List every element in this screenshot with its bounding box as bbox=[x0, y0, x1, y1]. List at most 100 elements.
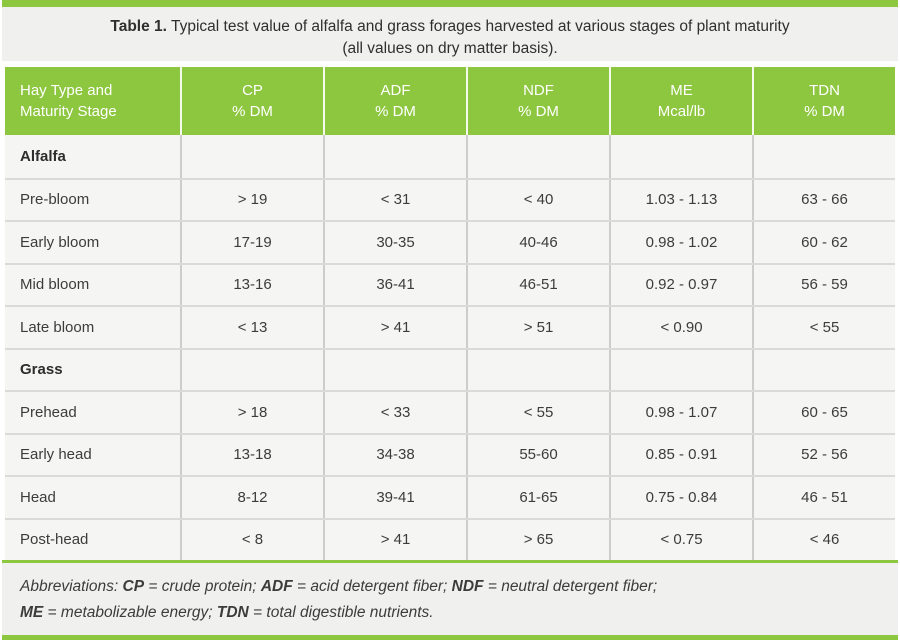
cp-cell bbox=[180, 135, 323, 178]
stage-cell: Early head bbox=[20, 446, 92, 464]
ndf-cell bbox=[466, 349, 609, 390]
header-line: CP bbox=[242, 82, 263, 99]
header-cp: CP % DM bbox=[180, 67, 323, 135]
stage-cell: Head bbox=[20, 488, 56, 506]
adf-cell bbox=[323, 349, 466, 390]
stage-cell: Pre-bloom bbox=[20, 191, 90, 209]
ndf-cell: 61-65 bbox=[466, 477, 609, 518]
row-head: Head 8-12 39-41 61-65 0.75 - 0.84 46 - 5… bbox=[5, 475, 895, 518]
me-cell bbox=[609, 349, 752, 390]
row-prehead: Prehead > 18 < 33 < 55 0.98 - 1.07 60 - … bbox=[5, 390, 895, 433]
note-abbr-adf: ADF bbox=[260, 578, 293, 595]
row-early-head: Early head 13-18 34-38 55-60 0.85 - 0.91… bbox=[5, 432, 895, 475]
ndf-cell: 40-46 bbox=[466, 222, 609, 263]
me-cell: 0.98 - 1.02 bbox=[609, 222, 752, 263]
header-line: Mcal/lb bbox=[657, 103, 706, 120]
caption-subtitle: (all values on dry matter basis). bbox=[342, 40, 558, 57]
section-row-grass: Grass bbox=[5, 347, 895, 390]
adf-cell: 36-41 bbox=[323, 264, 466, 305]
adf-cell: 30-35 bbox=[323, 222, 466, 263]
header-me: ME Mcal/lb bbox=[609, 67, 752, 135]
row-late-bloom: Late bloom < 13 > 41 > 51 < 0.90 < 55 bbox=[5, 305, 895, 348]
ndf-cell: > 65 bbox=[466, 519, 609, 560]
adf-cell: < 31 bbox=[323, 179, 466, 220]
adf-cell: 39-41 bbox=[323, 477, 466, 518]
stage-cell: Late bloom bbox=[20, 318, 95, 336]
tdn-cell: 46 - 51 bbox=[752, 477, 895, 518]
ndf-cell: > 51 bbox=[466, 307, 609, 348]
me-cell: 1.03 - 1.13 bbox=[609, 179, 752, 220]
me-cell: < 0.90 bbox=[609, 307, 752, 348]
forage-values-table: Hay Type and Maturity Stage CP % DM ADF … bbox=[5, 67, 895, 560]
me-cell: 0.98 - 1.07 bbox=[609, 392, 752, 433]
abbreviations-line1: Abbreviations: CP = crude protein; ADF =… bbox=[20, 574, 878, 600]
header-line: TDN bbox=[809, 82, 840, 99]
header-line: % DM bbox=[232, 103, 273, 120]
me-cell bbox=[609, 135, 752, 178]
row-pre-bloom: Pre-bloom > 19 < 31 < 40 1.03 - 1.13 63 … bbox=[5, 177, 895, 220]
tdn-cell: 60 - 62 bbox=[752, 222, 895, 263]
me-cell: 0.85 - 0.91 bbox=[609, 434, 752, 475]
note-text: = acid detergent fiber; bbox=[292, 578, 452, 595]
ndf-cell: 46-51 bbox=[466, 264, 609, 305]
tdn-cell bbox=[752, 135, 895, 178]
cp-cell: < 8 bbox=[180, 519, 323, 560]
ndf-cell: < 40 bbox=[466, 179, 609, 220]
header-line: % DM bbox=[375, 103, 416, 120]
header-adf: ADF % DM bbox=[323, 67, 466, 135]
header-line: Hay Type and bbox=[20, 82, 113, 99]
me-cell: 0.92 - 0.97 bbox=[609, 264, 752, 305]
abbreviations-note: Abbreviations: CP = crude protein; ADF =… bbox=[2, 563, 898, 635]
top-accent-bar bbox=[2, 0, 898, 7]
row-mid-bloom: Mid bloom 13-16 36-41 46-51 0.92 - 0.97 … bbox=[5, 262, 895, 305]
table-caption: Table 1. Typical test value of alfalfa a… bbox=[2, 7, 898, 61]
note-text: = metabolizable energy; bbox=[43, 604, 217, 621]
stage-cell: Alfalfa bbox=[20, 147, 66, 165]
ndf-cell: 55-60 bbox=[466, 434, 609, 475]
tdn-cell: 60 - 65 bbox=[752, 392, 895, 433]
adf-cell: 34-38 bbox=[323, 434, 466, 475]
caption-line1: Table 1. Typical test value of alfalfa a… bbox=[2, 16, 898, 38]
bottom-accent-bar bbox=[2, 635, 898, 640]
cp-cell: 8-12 bbox=[180, 477, 323, 518]
note-abbr-ndf: NDF bbox=[451, 578, 484, 595]
header-line: NDF bbox=[523, 82, 554, 99]
cp-cell: > 18 bbox=[180, 392, 323, 433]
ndf-cell bbox=[466, 135, 609, 178]
stage-cell: Early bloom bbox=[20, 233, 100, 251]
note-text: = total digestible nutrients. bbox=[248, 604, 434, 621]
stage-cell: Grass bbox=[20, 361, 63, 379]
caption-table-number: Table 1. bbox=[110, 18, 167, 35]
tdn-cell: < 55 bbox=[752, 307, 895, 348]
header-line: ME bbox=[670, 82, 693, 99]
divider-accent-bar bbox=[2, 560, 898, 563]
tdn-cell: < 46 bbox=[752, 519, 895, 560]
header-line: % DM bbox=[804, 103, 845, 120]
me-cell: 0.75 - 0.84 bbox=[609, 477, 752, 518]
abbreviations-line2: ME = metabolizable energy; TDN = total d… bbox=[20, 600, 878, 626]
adf-cell: < 33 bbox=[323, 392, 466, 433]
cp-cell: < 13 bbox=[180, 307, 323, 348]
note-abbr-me: ME bbox=[20, 604, 44, 621]
cp-cell: 13-16 bbox=[180, 264, 323, 305]
ndf-cell: < 55 bbox=[466, 392, 609, 433]
note-text: = crude protein; bbox=[144, 578, 261, 595]
header-line: ADF bbox=[380, 82, 411, 99]
tdn-cell: 63 - 66 bbox=[752, 179, 895, 220]
table-header-row: Hay Type and Maturity Stage CP % DM ADF … bbox=[5, 67, 895, 135]
stage-cell: Prehead bbox=[20, 403, 77, 421]
tdn-cell: 56 - 59 bbox=[752, 264, 895, 305]
note-abbr-tdn: TDN bbox=[216, 604, 249, 621]
cp-cell: 13-18 bbox=[180, 434, 323, 475]
adf-cell: > 41 bbox=[323, 307, 466, 348]
header-ndf: NDF % DM bbox=[466, 67, 609, 135]
header-hay-type-maturity: Hay Type and Maturity Stage bbox=[5, 67, 180, 135]
caption-text: Typical test value of alfalfa and grass … bbox=[166, 18, 790, 35]
header-tdn: TDN % DM bbox=[752, 67, 895, 135]
stage-cell: Mid bloom bbox=[20, 276, 90, 294]
cp-cell bbox=[180, 349, 323, 390]
row-post-head: Post-head < 8 > 41 > 65 < 0.75 < 46 bbox=[5, 517, 895, 560]
adf-cell bbox=[323, 135, 466, 178]
me-cell: < 0.75 bbox=[609, 519, 752, 560]
